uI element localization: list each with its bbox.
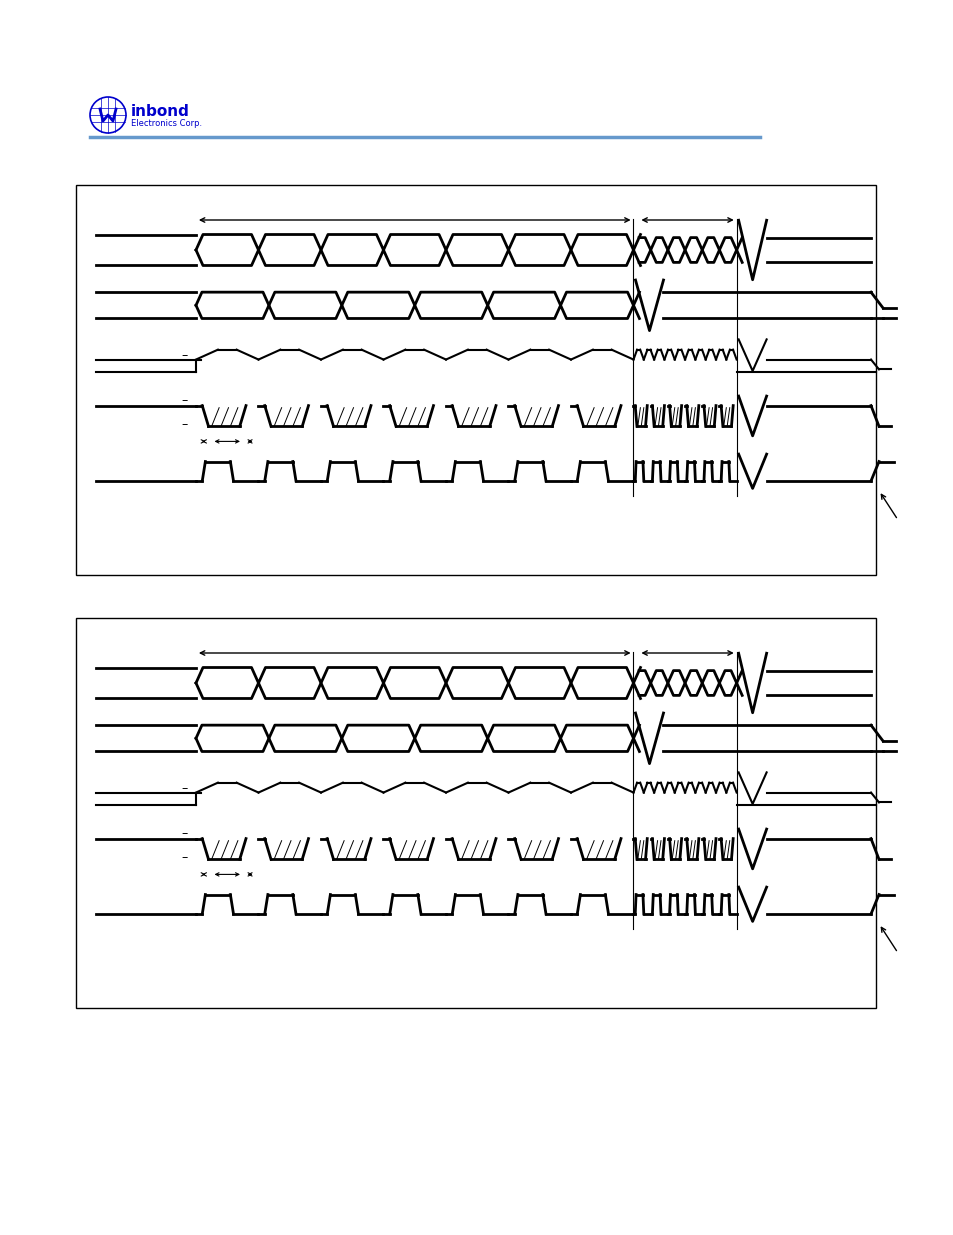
Text: inbond: inbond — [131, 104, 190, 119]
Text: –: – — [182, 851, 188, 863]
Bar — [76, 185, 875, 576]
Text: –: – — [182, 782, 188, 794]
Bar — [76, 618, 875, 1008]
Text: –: – — [182, 394, 188, 408]
Text: Electronics Corp.: Electronics Corp. — [131, 119, 202, 127]
Text: –: – — [182, 417, 188, 431]
Text: –: – — [182, 827, 188, 840]
Text: –: – — [182, 348, 188, 362]
